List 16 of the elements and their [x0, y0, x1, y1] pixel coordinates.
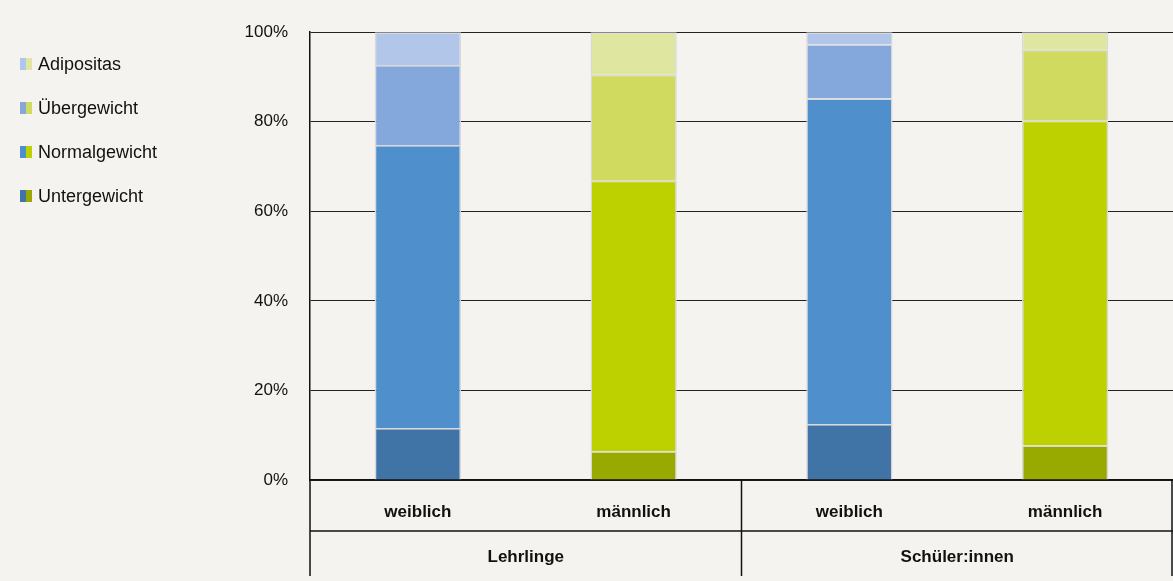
- text: Schüler:innen: [900, 546, 1014, 566]
- x-tick-label: männlich: [596, 501, 671, 521]
- y-tick-label: 60%: [253, 201, 288, 221]
- legend-label: Adipositas: [38, 53, 122, 75]
- text: Lehrlinge: [487, 546, 565, 566]
- x-tick-label: weiblich: [383, 501, 452, 521]
- y-tick-label: 40%: [253, 290, 288, 310]
- y-tick-label: 100%: [244, 21, 288, 41]
- y-tick-label: 0%: [263, 469, 288, 489]
- y-tick-label: 80%: [253, 111, 288, 131]
- x-tick-label: weiblich: [814, 501, 883, 521]
- y-tick-label: 20%: [253, 380, 288, 400]
- x-tick-label: männlich: [1027, 501, 1103, 521]
- legend-label: Übergewicht: [38, 97, 139, 119]
- legend-label: Untergewicht: [38, 185, 144, 207]
- legend-label: Normalgewicht: [38, 141, 158, 163]
